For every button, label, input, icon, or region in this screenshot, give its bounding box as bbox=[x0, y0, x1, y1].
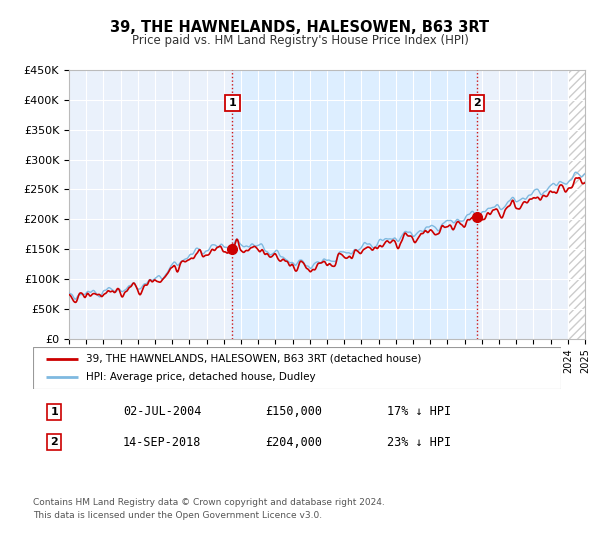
Text: 39, THE HAWNELANDS, HALESOWEN, B63 3RT: 39, THE HAWNELANDS, HALESOWEN, B63 3RT bbox=[110, 20, 490, 35]
Text: 1: 1 bbox=[229, 98, 236, 108]
Text: 1: 1 bbox=[50, 407, 58, 417]
Bar bbox=[568, 70, 585, 339]
Text: 2: 2 bbox=[473, 98, 481, 108]
Text: £204,000: £204,000 bbox=[265, 436, 322, 449]
Text: 39, THE HAWNELANDS, HALESOWEN, B63 3RT (detached house): 39, THE HAWNELANDS, HALESOWEN, B63 3RT (… bbox=[86, 354, 421, 364]
Text: This data is licensed under the Open Government Licence v3.0.: This data is licensed under the Open Gov… bbox=[33, 511, 322, 520]
Bar bbox=[232, 70, 477, 339]
Text: Contains HM Land Registry data © Crown copyright and database right 2024.: Contains HM Land Registry data © Crown c… bbox=[33, 498, 385, 507]
Text: 02-JUL-2004: 02-JUL-2004 bbox=[123, 405, 201, 418]
Text: HPI: Average price, detached house, Dudley: HPI: Average price, detached house, Dudl… bbox=[86, 372, 316, 382]
Text: 17% ↓ HPI: 17% ↓ HPI bbox=[387, 405, 451, 418]
Text: 23% ↓ HPI: 23% ↓ HPI bbox=[387, 436, 451, 449]
Text: 14-SEP-2018: 14-SEP-2018 bbox=[123, 436, 201, 449]
Text: 2: 2 bbox=[50, 437, 58, 447]
Text: Price paid vs. HM Land Registry's House Price Index (HPI): Price paid vs. HM Land Registry's House … bbox=[131, 34, 469, 46]
Text: £150,000: £150,000 bbox=[265, 405, 322, 418]
Bar bbox=[568, 70, 585, 339]
